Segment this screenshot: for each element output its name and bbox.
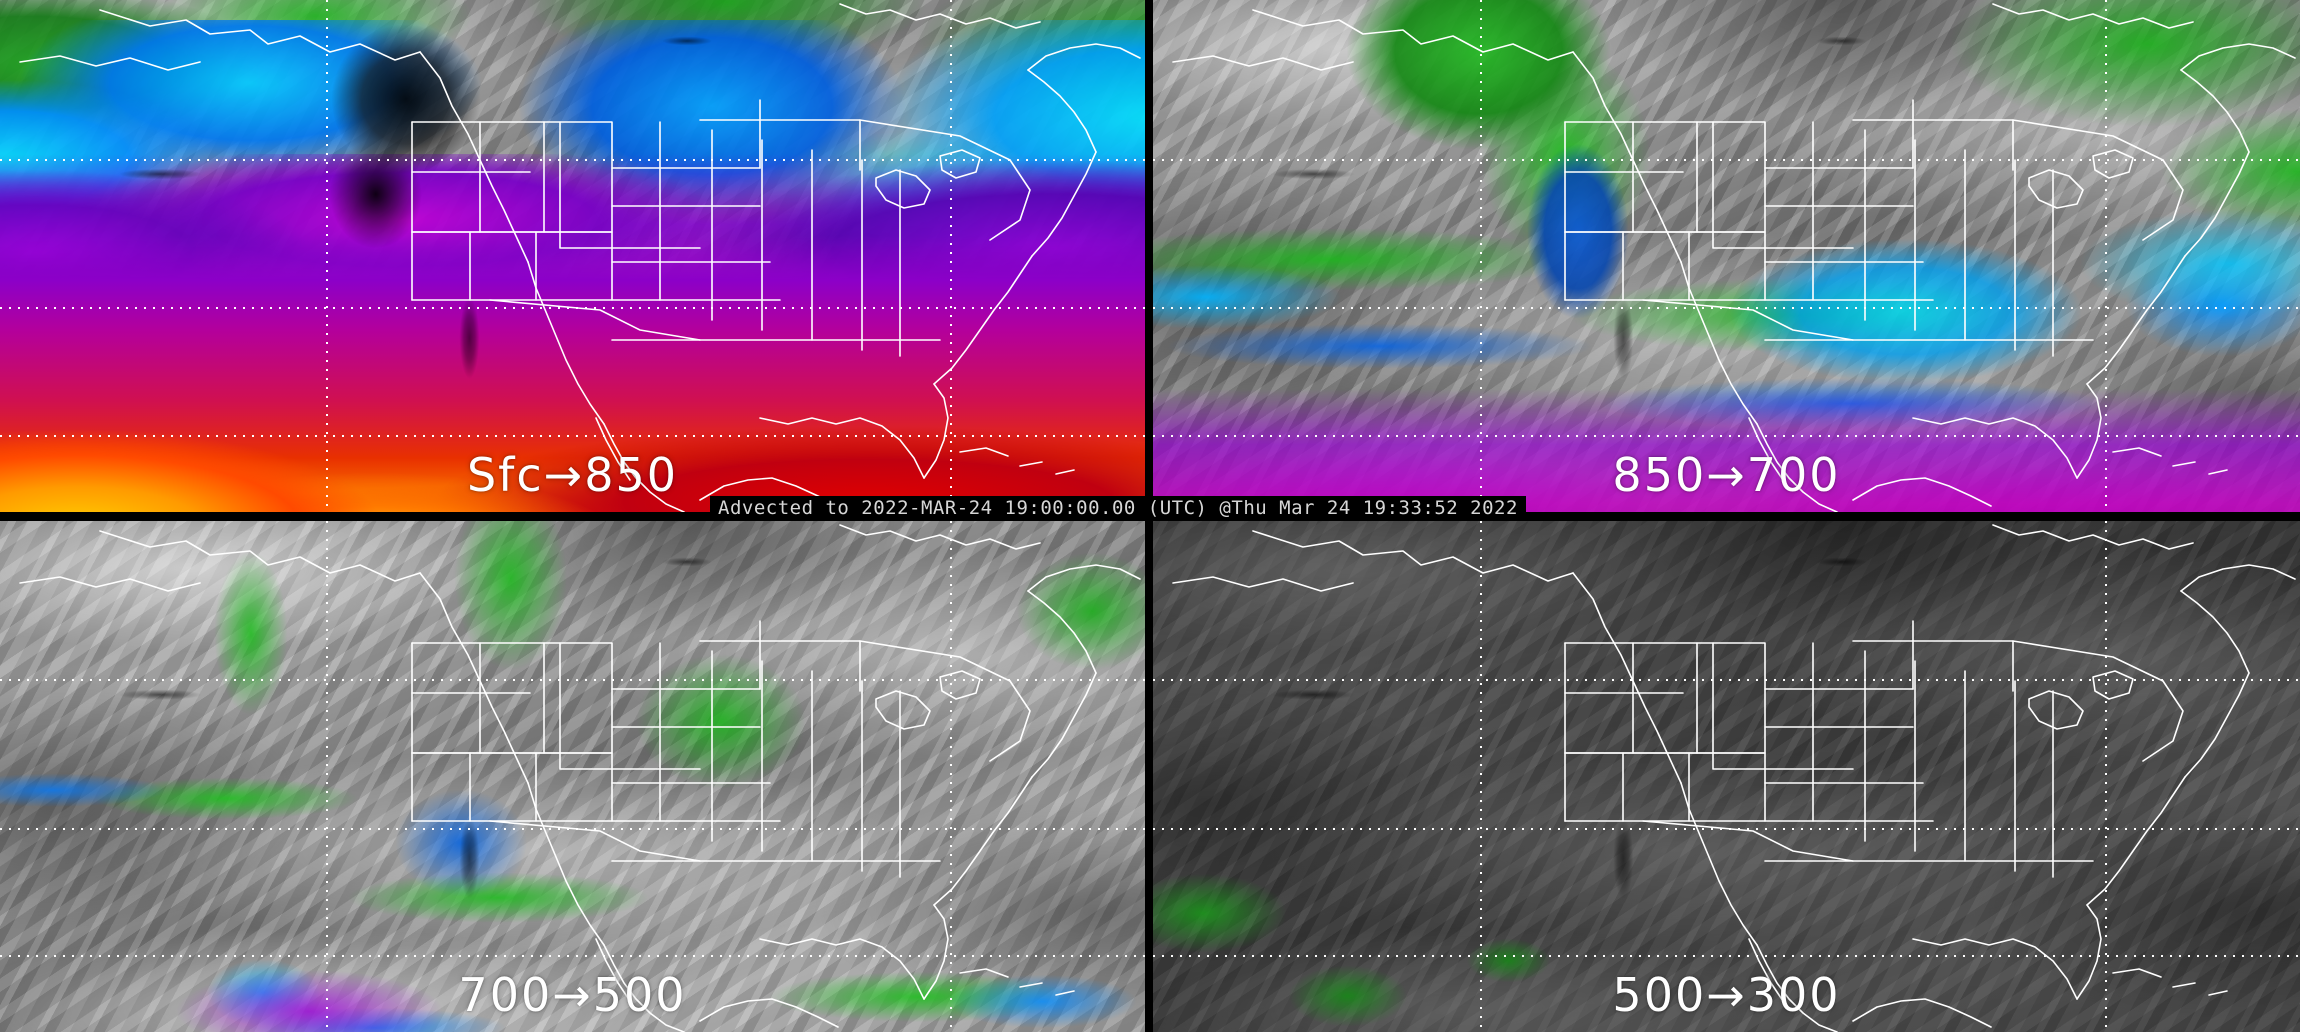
panel-700-500-imagery <box>0 521 1145 1032</box>
panel-label-700-500: 700→500 <box>458 968 687 1022</box>
map-vector-overlay <box>0 521 1145 1032</box>
panel-sfc-850[interactable]: Sfc→850 <box>0 0 1145 512</box>
panel-label-500-300: 500→300 <box>1612 968 1841 1022</box>
panel-700-500[interactable]: 700→500 <box>0 521 1145 1032</box>
panel-label-sfc-850: Sfc→850 <box>466 448 679 502</box>
panel-label-850-700: 850→700 <box>1612 448 1841 502</box>
panel-850-700-imagery <box>1153 0 2300 512</box>
dry-slot-streaks <box>1153 521 2300 1032</box>
panel-500-300-imagery <box>1153 521 2300 1032</box>
map-vector-overlay <box>1153 0 2300 512</box>
map-vector-overlay <box>0 0 1145 512</box>
map-vector-overlay <box>1153 521 2300 1032</box>
panel-850-700[interactable]: 850→700 <box>1153 0 2300 512</box>
timestamp-banner: Advected to 2022-MAR-24 19:00:00.00 (UTC… <box>710 496 1526 520</box>
panel-500-300[interactable]: 500→300 <box>1153 521 2300 1032</box>
dry-slot-streaks <box>0 521 1145 1032</box>
dry-slot-streaks <box>0 0 1145 512</box>
dry-slot-streaks <box>1153 0 2300 512</box>
